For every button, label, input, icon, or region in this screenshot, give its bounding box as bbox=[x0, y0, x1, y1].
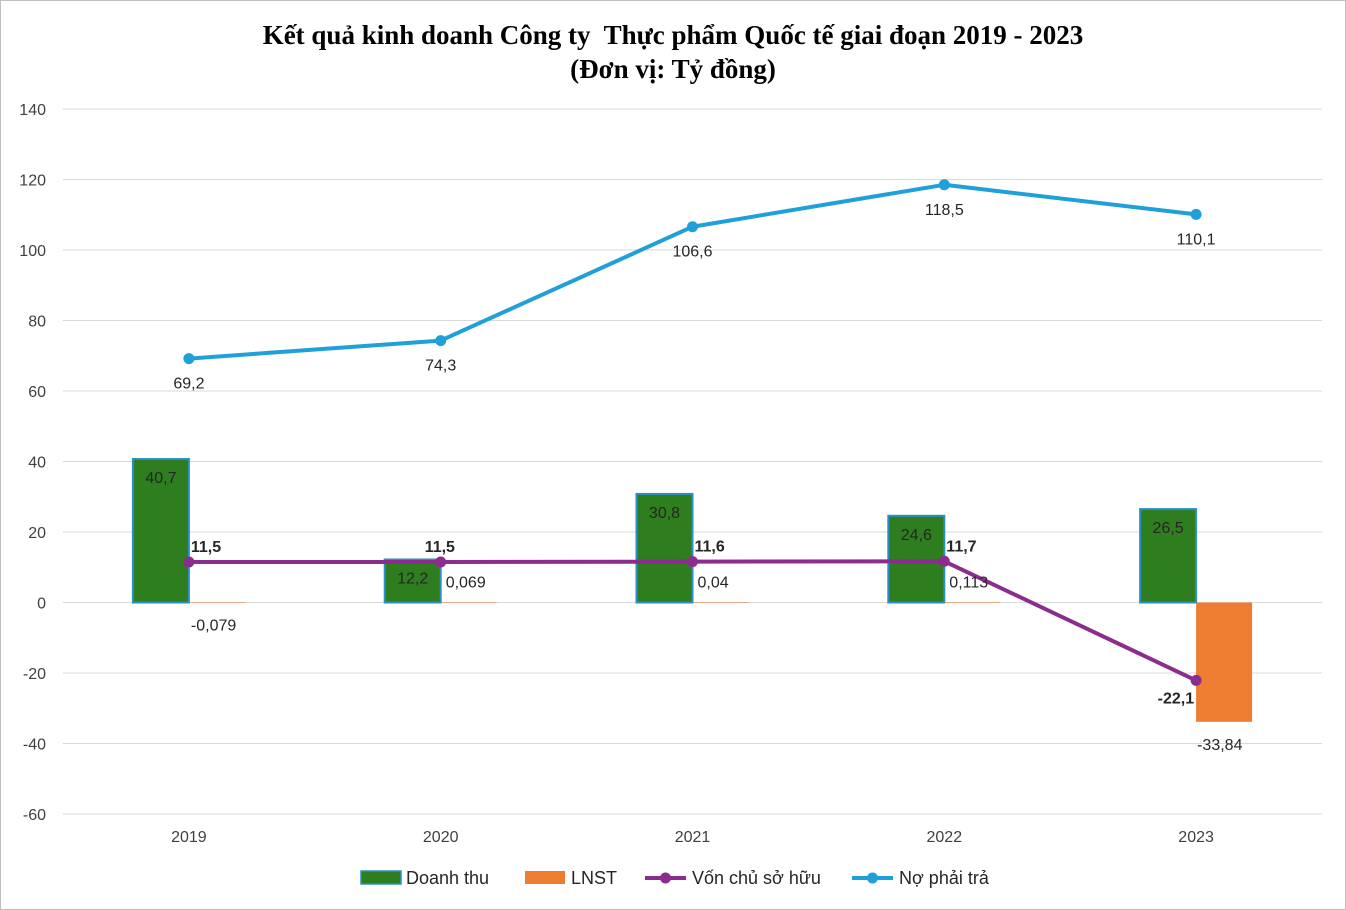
bar-doanh-thu bbox=[383, 558, 442, 604]
y-tick-label: -60 bbox=[23, 807, 46, 824]
chart-title: Kết quả kinh doanh Công ty Thực phẩm Quố… bbox=[262, 20, 1084, 50]
data-label-doanh-thu: 40,7 bbox=[145, 470, 176, 487]
y-tick-label: 120 bbox=[19, 173, 46, 190]
chart-title-block: Kết quả kinh doanh Công ty Thực phẩm Quố… bbox=[0, 18, 1346, 86]
y-tick-label: 60 bbox=[28, 384, 46, 401]
data-label-doanh-thu: 24,6 bbox=[901, 527, 932, 544]
von-chu-so-huu-point bbox=[1190, 674, 1202, 686]
data-label-von-chu-so-huu: -22,1 bbox=[1158, 690, 1195, 707]
y-tick-label: 100 bbox=[19, 243, 46, 260]
no-phai-tra-point bbox=[183, 353, 195, 365]
y-tick-label: -20 bbox=[23, 666, 46, 683]
von-chu-so-huu-point bbox=[687, 556, 698, 568]
no-phai-tra-point bbox=[435, 335, 447, 347]
data-label-von-chu-so-huu: 11,5 bbox=[425, 539, 455, 556]
data-label-no-phai-tra: 74,3 bbox=[425, 358, 456, 375]
bar-doanh-thu bbox=[1139, 508, 1198, 604]
x-tick-label: 2020 bbox=[423, 829, 459, 846]
data-label-von-chu-so-huu: 11,6 bbox=[695, 539, 725, 556]
legend-marker-von-chu-so-huu bbox=[660, 872, 671, 884]
bar-lnst bbox=[440, 602, 497, 603]
legend-swatch-lnst bbox=[525, 871, 565, 884]
x-tick-label: 2019 bbox=[171, 829, 207, 846]
bar-lnst bbox=[944, 602, 1001, 603]
no-phai-tra-line bbox=[188, 182, 1197, 361]
legend-label-von-chu-so-huu: Vốn chủ sở hữu bbox=[692, 868, 821, 888]
data-label-von-chu-so-huu: 11,7 bbox=[946, 538, 976, 555]
no-phai-tra-point bbox=[687, 221, 698, 233]
data-label-lnst: 0,113 bbox=[949, 575, 988, 592]
data-label-lnst: -0,079 bbox=[191, 618, 236, 635]
bar-lnst bbox=[692, 602, 749, 603]
gridlines bbox=[63, 108, 1322, 815]
legend-label-lnst: LNST bbox=[571, 868, 617, 888]
legend: Doanh thu LNST Vốn chủ sở hữu Nợ phải trả bbox=[360, 868, 990, 888]
von-chu-so-huu-point bbox=[435, 556, 447, 568]
data-label-lnst: 0,069 bbox=[446, 575, 486, 592]
bar-lnst bbox=[1196, 602, 1253, 722]
no-phai-tra-point bbox=[1190, 208, 1202, 220]
von-chu-so-huu-point bbox=[938, 555, 950, 567]
y-tick-label: -40 bbox=[23, 737, 46, 754]
legend-label-doanh-thu: Doanh thu bbox=[406, 868, 489, 888]
data-label-lnst: 0,04 bbox=[698, 575, 729, 592]
x-tick-label: 2022 bbox=[927, 829, 963, 846]
legend-marker-no-phai-tra bbox=[867, 872, 878, 884]
y-tick-label: 80 bbox=[28, 314, 46, 331]
data-label-no-phai-tra: 106,6 bbox=[672, 244, 712, 261]
y-axis: -60 -40 -20 0 20 40 60 80 100 120 140 bbox=[19, 102, 46, 824]
y-tick-label: 0 bbox=[37, 596, 46, 613]
chart-subtitle: (Đơn vị: Tỷ đồng) bbox=[570, 54, 776, 84]
data-label-lnst: -33,84 bbox=[1197, 737, 1242, 754]
legend-swatch-doanh-thu bbox=[360, 870, 402, 885]
legend-label-no-phai-tra: Nợ phải trả bbox=[899, 868, 990, 888]
x-tick-label: 2023 bbox=[1178, 829, 1214, 846]
bar-doanh-thu bbox=[131, 458, 190, 604]
data-label-no-phai-tra: 118,5 bbox=[925, 202, 964, 219]
y-tick-label: 40 bbox=[28, 455, 46, 472]
data-label-no-phai-tra: 110,1 bbox=[1177, 231, 1216, 248]
bar-lnst bbox=[188, 602, 245, 603]
data-label-von-chu-so-huu: 11,5 bbox=[191, 539, 221, 556]
data-label-doanh-thu: 30,8 bbox=[649, 505, 680, 522]
data-label-doanh-thu: 26,5 bbox=[1153, 520, 1184, 537]
data-label-doanh-thu: 12,2 bbox=[397, 570, 428, 587]
bar-doanh-thu bbox=[635, 492, 694, 604]
x-tick-label: 2021 bbox=[675, 829, 711, 846]
no-phai-tra-point bbox=[938, 179, 950, 191]
y-tick-label: 20 bbox=[28, 525, 46, 542]
data-label-no-phai-tra: 69,2 bbox=[173, 376, 204, 393]
von-chu-so-huu-point bbox=[183, 556, 195, 568]
bar-series bbox=[131, 458, 1253, 722]
y-tick-label: 140 bbox=[19, 102, 46, 119]
x-axis: 2019 2020 2021 2022 2023 bbox=[171, 829, 1214, 846]
line-series bbox=[183, 179, 1202, 686]
data-labels: 40,7 12,2 30,8 24,6 26,5 -0,079 0,069 0,04 0,113… bbox=[145, 202, 1242, 754]
